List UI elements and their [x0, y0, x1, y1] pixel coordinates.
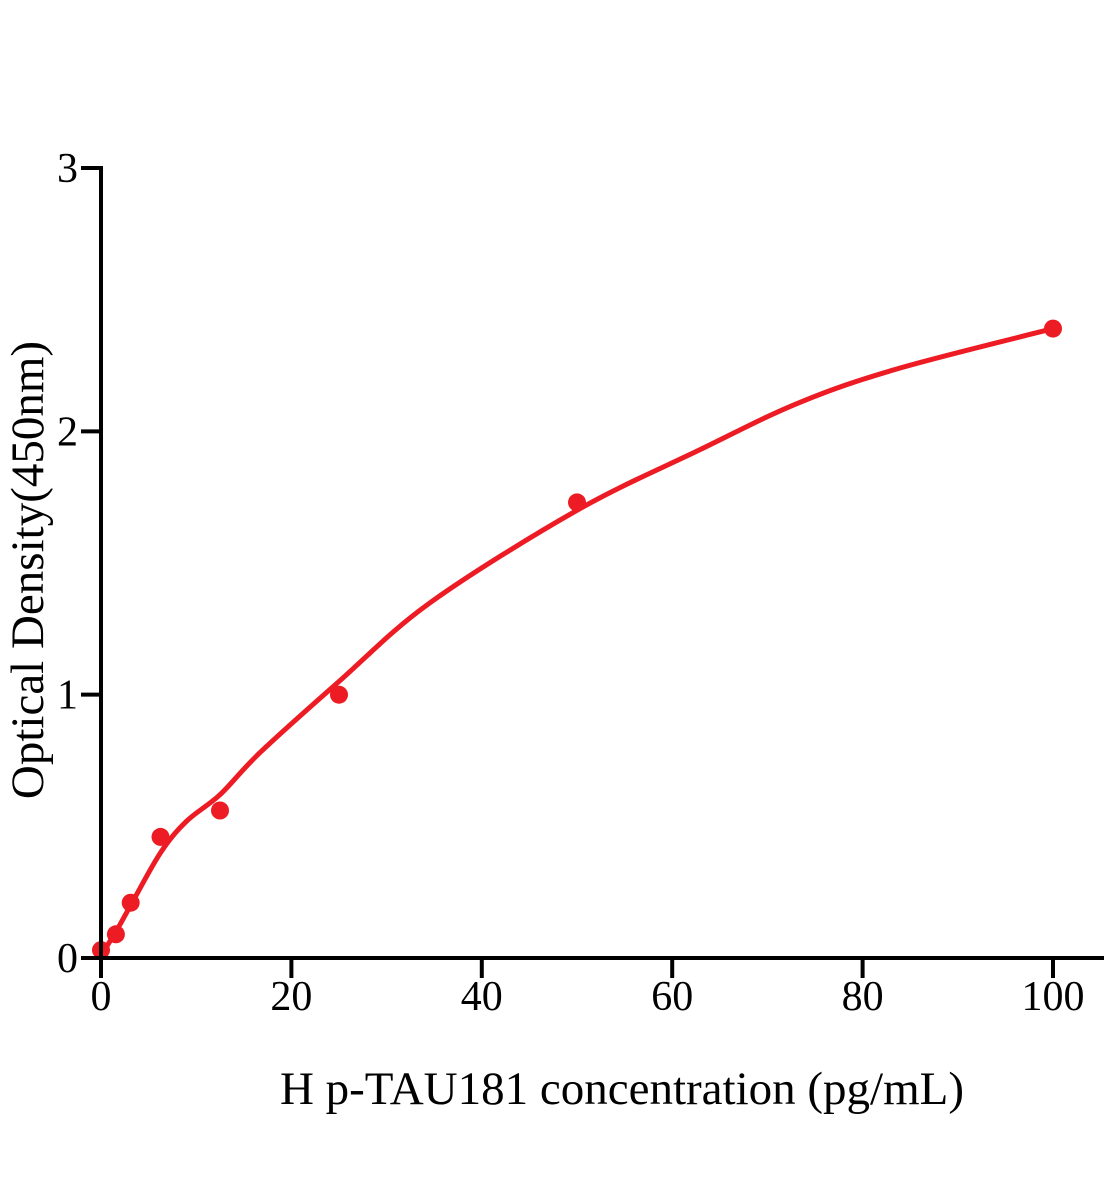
- data-point: [121, 893, 140, 912]
- y-tick-label: 2: [57, 409, 78, 455]
- data-point: [1044, 319, 1062, 338]
- y-tick-label: 3: [57, 146, 78, 192]
- data-point: [330, 685, 348, 704]
- data-point: [568, 493, 586, 512]
- x-tick-label: 60: [651, 974, 693, 1020]
- y-axis-title: Optical Density(450nm): [2, 340, 54, 800]
- x-tick-label: 80: [842, 974, 884, 1020]
- data-point: [106, 925, 125, 944]
- y-tick-label: 0: [57, 936, 78, 982]
- fitted-curve-path: [98, 326, 1056, 958]
- x-tick-label: 0: [91, 974, 112, 1020]
- y-tick-label: 1: [57, 673, 78, 719]
- x-tick-label: 20: [270, 974, 312, 1020]
- x-tick-label: 40: [461, 974, 503, 1020]
- x-tick-label: 100: [1022, 974, 1085, 1020]
- data-point: [211, 801, 229, 820]
- data-point: [151, 827, 170, 846]
- x-axis-title: H p-TAU181 concentration (pg/mL): [279, 1063, 965, 1115]
